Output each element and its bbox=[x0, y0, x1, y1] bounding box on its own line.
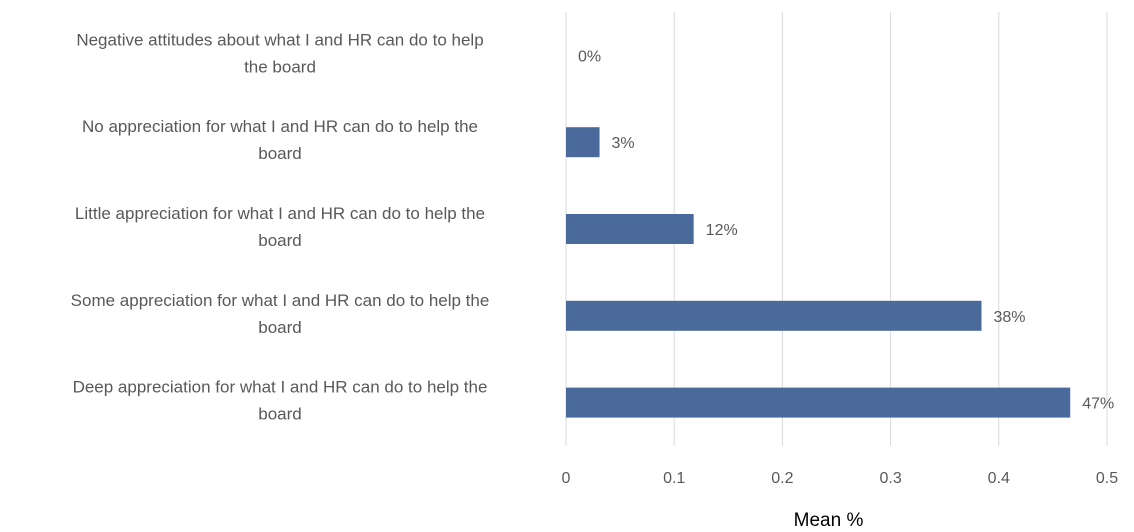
data-label-4: 47% bbox=[1082, 396, 1114, 413]
x-axis-title: Mean % bbox=[794, 510, 864, 531]
bars bbox=[566, 127, 1071, 418]
data-label-0: 0% bbox=[578, 48, 601, 65]
bar-1 bbox=[566, 127, 600, 158]
category-label-4: Deep appreciation for what I and HR can … bbox=[73, 378, 488, 424]
data-labels: 0% 3% 12% 38% 47% bbox=[578, 48, 1114, 412]
category-label-0: Negative attitudes about what I and HR c… bbox=[76, 30, 483, 76]
x-axis-ticks: 0 0.1 0.2 0.3 0.4 0.5 bbox=[562, 470, 1119, 487]
x-tick-label-1: 0.1 bbox=[663, 470, 685, 487]
x-tick-label-3: 0.3 bbox=[879, 470, 901, 487]
gridlines bbox=[565, 12, 1108, 446]
x-tick-label-2: 0.2 bbox=[771, 470, 793, 487]
data-label-1: 3% bbox=[612, 135, 635, 152]
category-label-3: Some appreciation for what I and HR can … bbox=[71, 291, 490, 337]
x-tick-label-4: 0.4 bbox=[988, 470, 1010, 487]
data-label-3: 38% bbox=[993, 309, 1025, 326]
category-label-1: No appreciation for what I and HR can do… bbox=[82, 117, 478, 163]
category-label-2: Little appreciation for what I and HR ca… bbox=[75, 204, 485, 250]
x-tick-label-5: 0.5 bbox=[1096, 470, 1118, 487]
bar-4 bbox=[566, 387, 1071, 418]
category-labels: Negative attitudes about what I and HR c… bbox=[71, 30, 490, 423]
x-tick-label-0: 0 bbox=[562, 470, 571, 487]
data-label-2: 12% bbox=[706, 222, 738, 239]
bar-3 bbox=[566, 300, 982, 331]
bar-2 bbox=[566, 214, 694, 244]
